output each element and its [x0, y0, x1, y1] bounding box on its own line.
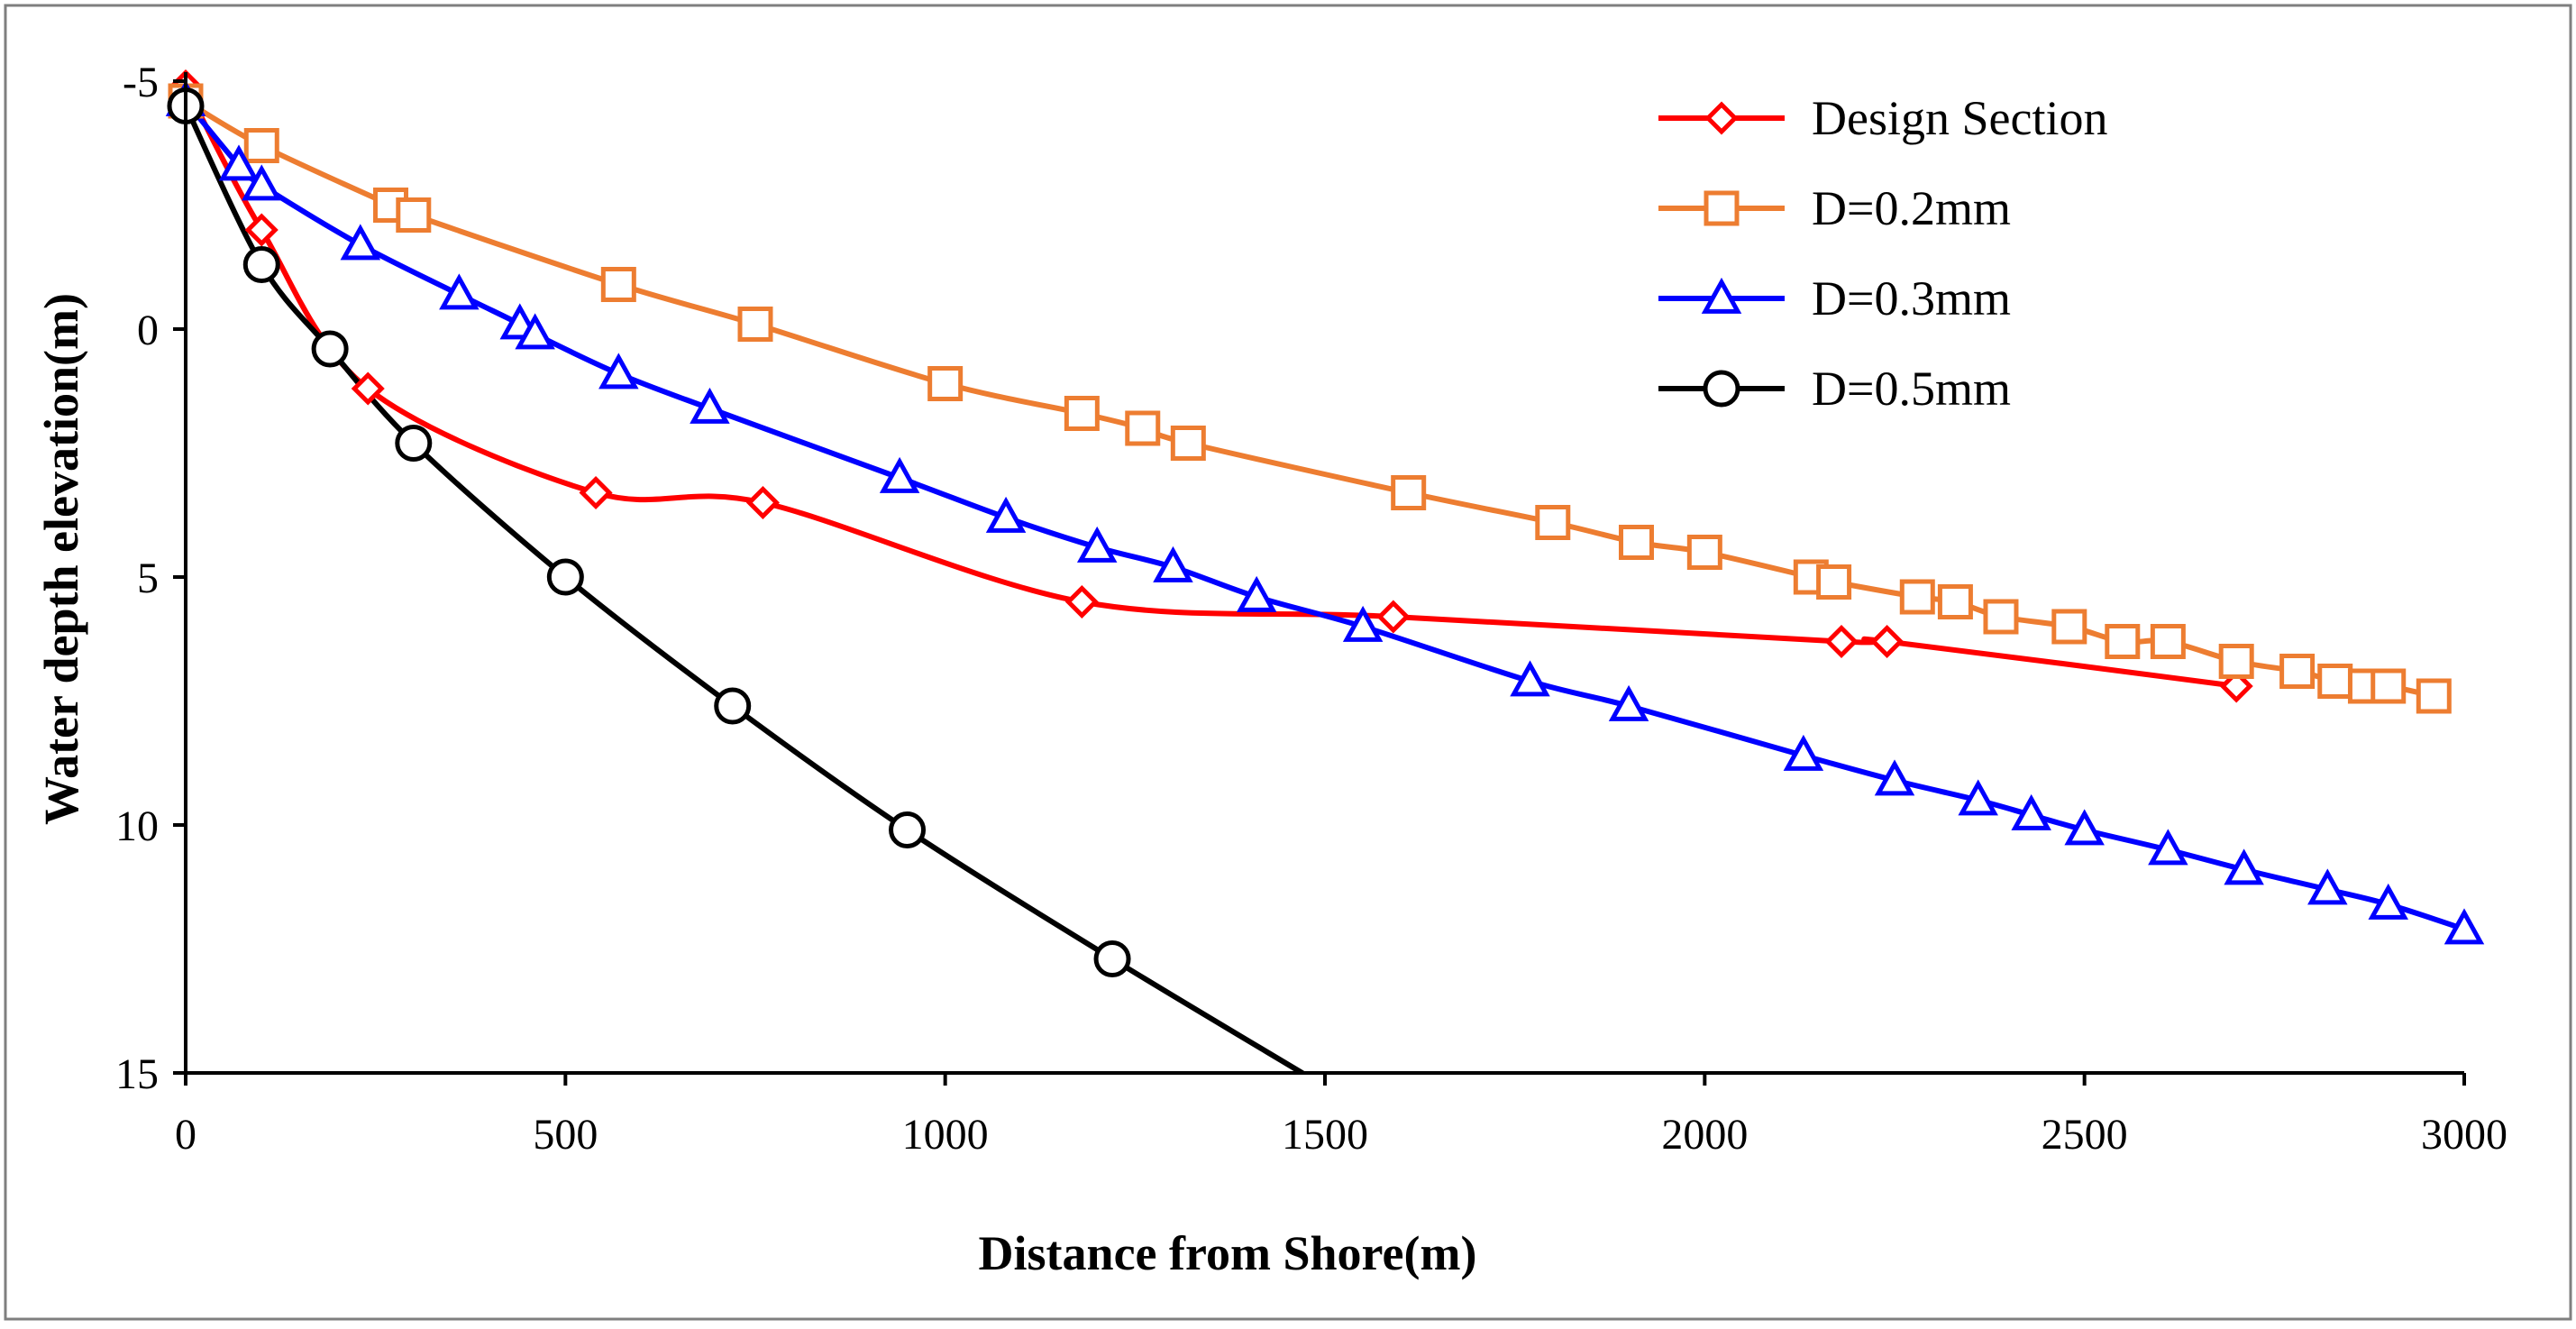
- point-design-section-3: [579, 475, 613, 510]
- point-d-0-2mm-11: [1535, 505, 1571, 540]
- point-d-0-3mm-11: [1076, 526, 1118, 563]
- point-design-section-2: [351, 371, 385, 406]
- point-d-0-3mm-18: [1874, 759, 1915, 796]
- point-d-0-2mm-16: [1899, 579, 1935, 615]
- point-d-0-2mm-24: [2317, 664, 2353, 699]
- point-d-0-3mm-8: [690, 387, 730, 424]
- x-tick-label-3: 1500: [1282, 1111, 1368, 1159]
- point-design-section-1: [244, 213, 279, 247]
- point-d-0-2mm-9: [1170, 426, 1206, 461]
- point-design-section-8: [1870, 624, 1905, 659]
- point-d-0-2mm-6: [927, 366, 964, 401]
- point-d-0-2mm-10: [1391, 475, 1427, 510]
- point-d-0-3mm-20: [2011, 793, 2051, 830]
- y-tick-label-1: 0: [137, 307, 159, 354]
- point-design-section-4: [745, 485, 780, 520]
- legend-marker-d-0-2mm: [1704, 190, 1740, 226]
- x-tick-label-0: 0: [175, 1111, 196, 1159]
- point-d-0-5mm-3: [395, 425, 433, 462]
- x-tick-label-5: 2500: [2042, 1111, 2128, 1159]
- point-d-0-3mm-13: [1236, 575, 1277, 612]
- point-d-0-3mm-15: [1510, 660, 1550, 697]
- series-markers: [165, 69, 2485, 977]
- legend-marker-d-0-3mm: [1701, 277, 1742, 314]
- series-line-d05-extended: [183, 103, 1305, 1073]
- y-tick-label-4: 15: [115, 1050, 159, 1098]
- point-design-section-9: [2219, 669, 2253, 703]
- x-axis-title: Distance from Shore(m): [979, 1226, 1477, 1280]
- point-d-0-3mm-3: [340, 224, 381, 261]
- point-d-0-2mm-19: [2051, 609, 2087, 645]
- point-d-0-3mm-7: [598, 353, 639, 390]
- y-tick-label-2: 5: [137, 555, 159, 602]
- point-d-0-3mm-21: [2064, 809, 2105, 846]
- x-tick-label-4: 2000: [1661, 1111, 1748, 1159]
- point-d-0-2mm-27: [2416, 678, 2452, 714]
- legend-marker-design-section: [1704, 101, 1739, 135]
- point-d-0-3mm-1: [218, 144, 260, 181]
- x-tick-label-6: 3000: [2421, 1111, 2507, 1159]
- point-d-0-2mm-22: [2218, 644, 2254, 679]
- point-d-0-2mm-18: [1983, 599, 2019, 635]
- point-d-0-5mm-5: [714, 687, 752, 725]
- point-design-section-5: [1064, 584, 1099, 619]
- legend-label-d-0-5mm: D=0.5mm: [1812, 362, 2011, 416]
- point-d-0-2mm-20: [2105, 624, 2141, 659]
- point-d-0-2mm-17: [1937, 584, 1973, 619]
- point-d-0-2mm-21: [2150, 624, 2186, 659]
- legend: Design Section D=0.2mm D=0.3mm D=0.5mm: [1658, 91, 2107, 416]
- point-d-0-2mm-5: [737, 307, 773, 342]
- point-d-0-3mm-16: [1608, 684, 1649, 721]
- point-d-0-3mm-14: [1342, 605, 1384, 642]
- point-d-0-2mm-8: [1125, 410, 1161, 446]
- y-tick-label-0: -5: [123, 59, 159, 106]
- point-d-0-3mm-22: [2148, 829, 2188, 866]
- y-tick-label-3: 10: [115, 802, 159, 850]
- point-d-0-2mm-1: [243, 128, 279, 163]
- point-d-0-3mm-2: [242, 164, 282, 201]
- point-design-section-7: [1824, 624, 1859, 659]
- plot-area: [165, 69, 2485, 1073]
- point-d-0-3mm-12: [1153, 545, 1193, 582]
- point-d-0-3mm-17: [1783, 734, 1824, 771]
- axes: 0 500 1000 1500 2000 2500 3000 -5 0 5 10 15: [115, 59, 2507, 1159]
- y-axis-title: Water depth elevation(m): [34, 293, 88, 825]
- point-d-0-5mm-1: [242, 246, 280, 283]
- point-d-0-3mm-10: [985, 496, 1027, 533]
- point-d-0-3mm-23: [2224, 848, 2264, 885]
- point-d-0-2mm-3: [396, 197, 432, 233]
- x-tick-label-1: 500: [533, 1111, 598, 1159]
- point-d-0-5mm-4: [546, 558, 584, 596]
- point-d-0-2mm-4: [600, 267, 636, 302]
- point-d-0-2mm-26: [2370, 668, 2407, 704]
- legend-label-d-0-3mm: D=0.3mm: [1812, 271, 2011, 325]
- x-tick-label-2: 1000: [902, 1111, 989, 1159]
- point-d-0-3mm-24: [2307, 868, 2348, 905]
- point-d-0-2mm-7: [1064, 396, 1100, 431]
- point-d-0-3mm-4: [439, 273, 480, 310]
- legend-marker-d-0-5mm: [1703, 370, 1740, 408]
- point-d-0-2mm-15: [1816, 564, 1852, 600]
- point-d-0-3mm-25: [2368, 883, 2408, 920]
- point-d-0-5mm-7: [1093, 940, 1131, 977]
- point-d-0-3mm-26: [2444, 908, 2485, 945]
- point-d-0-2mm-13: [1686, 535, 1722, 570]
- point-design-section-6: [1376, 600, 1411, 634]
- point-d-0-3mm-19: [1958, 779, 1998, 816]
- point-d-0-2mm-23: [2279, 654, 2316, 689]
- point-d-0-3mm-9: [879, 456, 920, 493]
- point-d-0-2mm-12: [1618, 525, 1654, 560]
- point-d-0-5mm-2: [311, 330, 349, 368]
- legend-label-d-0-2mm: D=0.2mm: [1812, 181, 2011, 235]
- point-d-0-3mm-6: [515, 313, 555, 350]
- legend-label-design-section: Design Section: [1812, 91, 2107, 145]
- point-d-0-5mm-6: [889, 811, 927, 848]
